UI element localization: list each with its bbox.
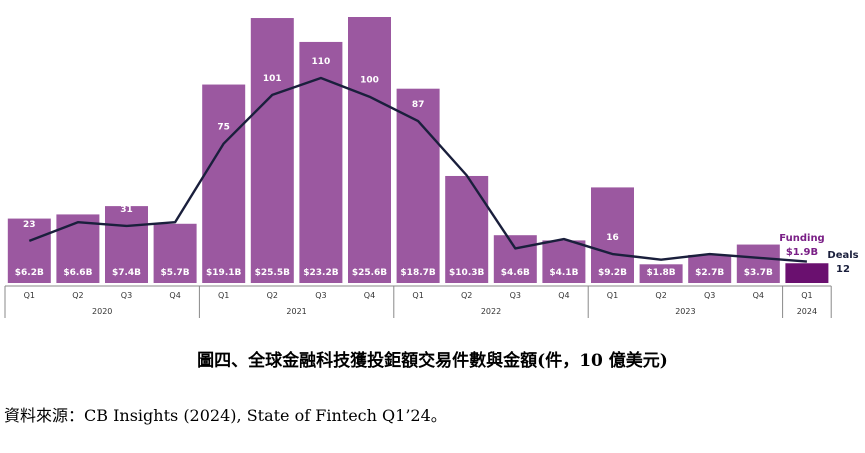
year-tick-label: 2024 — [797, 307, 817, 316]
quarter-tick-label: Q1 — [24, 291, 35, 300]
funding-bar — [542, 240, 586, 283]
x-axis: Q1 Q2 Q3 Q4 Q1 Q2 Q3 Q4 Q1 Q2 Q3 Q4 Q1 Q2 Q3 Q4 Q1 2020 20… — [4, 285, 832, 318]
funding-bar — [736, 244, 780, 283]
funding-data-label: $4.6B — [501, 268, 530, 278]
deal-data-label: 58 — [460, 154, 473, 164]
deal-data-label: 101 — [263, 74, 282, 84]
quarter-tick-label: Q1 — [801, 291, 812, 300]
figure-caption: 圖四、全球金融科技獲投鉅額交易件數與金額(件，10 億美元) — [197, 351, 668, 371]
funding-data-label: $25.6B — [352, 268, 387, 278]
quarter-tick-label: Q4 — [364, 291, 375, 300]
deal-data-label: 16 — [606, 233, 619, 243]
quarter-tick-label: Q4 — [753, 291, 764, 300]
funding-bar — [639, 264, 683, 283]
funding-bar — [785, 263, 829, 283]
funding-data-label: $23.2B — [303, 268, 338, 278]
deals-line — [28, 76, 807, 263]
funding-data-label: $10.3B — [449, 268, 484, 278]
funding-bar — [56, 214, 100, 283]
funding-title-annotation: Funding — [779, 233, 824, 244]
deals-line-layer: 23 33 31 33 75 101 110 100 87 58 19 24 16 13 16 14 — [23, 57, 807, 263]
funding-data-label: $7.4B — [112, 268, 141, 278]
quarter-tick-label: Q1 — [218, 291, 229, 300]
funding-data-label: $6.6B — [63, 268, 92, 278]
deal-data-label: 87 — [412, 100, 425, 110]
source-note: 資料來源：CB Insights (2024), State of Fintec… — [4, 406, 447, 425]
quarter-tick-label: Q3 — [510, 291, 521, 300]
funding-bar — [250, 18, 294, 283]
deal-data-label: 14 — [752, 237, 765, 247]
funding-data-label: $9.2B — [598, 268, 627, 278]
fintech-chart: $6.2B $6.6B $7.4B $5.7B $19.1B $25.5B $23.2B $2… — [4, 17, 859, 318]
deal-data-label: 110 — [312, 57, 331, 67]
funding-data-label: $1.8B — [647, 268, 676, 278]
quarter-tick-label: Q2 — [461, 291, 472, 300]
funding-bar — [105, 206, 148, 283]
year-tick-label: 2023 — [675, 307, 695, 316]
quarter-tick-label: Q4 — [558, 291, 569, 300]
funding-data-label: $2.7B — [695, 268, 724, 278]
deal-data-label: 100 — [360, 76, 379, 86]
deal-data-label: 31 — [120, 205, 133, 215]
funding-data-label: $18.7B — [400, 268, 435, 278]
latest-annotations: Funding $1.9B Deals 12 — [779, 233, 858, 275]
year-tick-label: 2021 — [286, 307, 306, 316]
quarter-tick-label: Q2 — [72, 291, 83, 300]
funding-bar — [688, 254, 732, 283]
funding-bar — [7, 218, 51, 283]
funding-value-annotation: $1.9B — [786, 247, 818, 258]
year-tick-label: 2020 — [92, 307, 112, 316]
quarter-tick-label: Q4 — [169, 291, 180, 300]
quarter-tick-label: Q3 — [315, 291, 326, 300]
funding-bar — [445, 175, 489, 283]
deal-data-label: 75 — [217, 123, 230, 133]
funding-bar — [348, 17, 391, 283]
funding-bar — [396, 88, 440, 283]
funding-data-label: $5.7B — [161, 268, 190, 278]
funding-data-label: $4.1B — [549, 268, 578, 278]
quarter-tick-label: Q1 — [607, 291, 618, 300]
funding-bar — [153, 223, 197, 283]
deal-data-label: 33 — [169, 201, 182, 211]
deal-data-label: 33 — [72, 201, 85, 211]
funding-bar — [202, 84, 246, 283]
quarter-tick-label: Q2 — [267, 291, 278, 300]
quarter-tick-label: Q3 — [704, 291, 715, 300]
year-tick-label: 2022 — [481, 307, 501, 316]
funding-data-label: $25.5B — [255, 268, 290, 278]
funding-data-label: $3.7B — [744, 268, 773, 278]
deals-value-annotation: 12 — [836, 264, 850, 275]
deal-data-label: 16 — [703, 233, 716, 243]
deal-data-label: 13 — [655, 239, 668, 249]
quarter-tick-label: Q1 — [412, 291, 423, 300]
quarter-tick-label: Q2 — [655, 291, 666, 300]
deal-data-label: 23 — [23, 220, 36, 230]
funding-bar — [493, 235, 537, 283]
deal-data-label: 19 — [509, 227, 522, 237]
deal-data-label: 24 — [558, 218, 571, 228]
funding-bars: $6.2B $6.6B $7.4B $5.7B $19.1B $25.5B $23.2B $2… — [7, 17, 829, 283]
funding-bar — [591, 187, 634, 283]
funding-data-label: $19.1B — [206, 268, 241, 278]
funding-data-label: $6.2B — [15, 268, 44, 278]
deals-title-annotation: Deals — [827, 250, 858, 261]
quarter-tick-label: Q3 — [121, 291, 132, 300]
